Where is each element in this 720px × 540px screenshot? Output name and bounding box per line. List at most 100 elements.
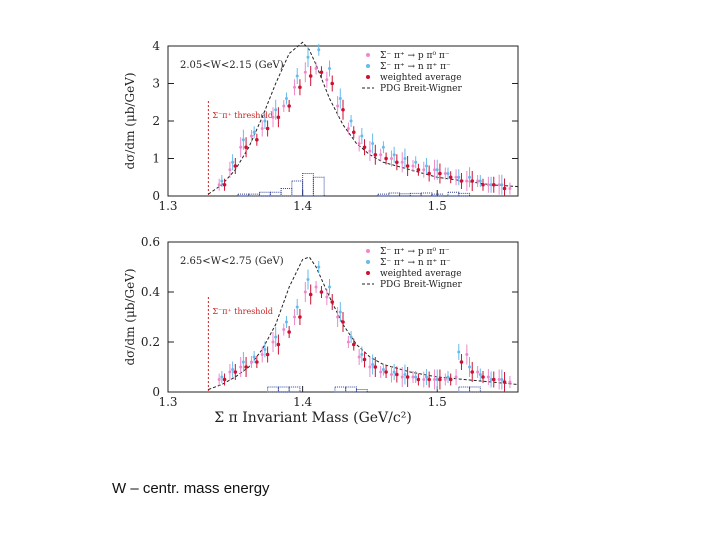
c0-series-npi-point (457, 175, 461, 179)
c0-series-ppi-point (486, 183, 490, 187)
c1-series-ppi-point (260, 353, 264, 356)
c1-series-npi-point (381, 368, 385, 371)
c0-series-avg-point (416, 167, 421, 172)
c1-series-npi-point (317, 265, 321, 269)
c1-hist-bar (458, 386, 471, 393)
c1-x-tick-label: 1.4 (293, 395, 312, 409)
c1-series-avg-point (233, 370, 238, 374)
c0-series-avg-point (341, 107, 345, 112)
c1-threshold-label: Σ⁻π⁺ threshold (212, 307, 273, 316)
c1-series-avg-point (448, 377, 453, 382)
c1-series-avg-point (481, 375, 485, 379)
c0-hist-bar (409, 192, 422, 197)
c1-series-npi-point (284, 320, 288, 324)
c1-series-avg-point (319, 290, 324, 294)
c1-series-npi-point (457, 350, 461, 354)
c1-series-npi-point (414, 375, 418, 379)
c0-hist-bar (291, 180, 304, 197)
c0-y-tick-label: 1 (152, 152, 160, 166)
c1-series-ppi-point (314, 285, 318, 289)
c0-series-ppi-point (239, 145, 243, 149)
c0-series-avg-point (427, 171, 431, 176)
c0-series-ppi-point (336, 104, 340, 108)
c1-series-avg-point (384, 370, 388, 374)
c1-series-npi-point (435, 378, 439, 381)
c0-series-ppi-point (293, 85, 297, 89)
c0-series-ppi-point (465, 179, 469, 183)
c0-title: 2.05<W<2.15 (GeV) (180, 60, 284, 71)
c1-series-avg-point (427, 377, 431, 382)
c0-series-ppi-point (389, 157, 393, 160)
c0-series-npi-point (231, 160, 235, 164)
c1-hist-bar (334, 386, 347, 393)
c1-series-npi-point (349, 335, 353, 339)
c0-hist-bar (280, 188, 293, 197)
chart-top-svg: 0 1 2 3 4 1.3 1.4 1.5 dσ/dm (μb/GeV) 2.05<W<2.15 … (123, 39, 519, 213)
c1-series-avg-point (276, 342, 281, 347)
c0-series-avg-point (255, 137, 259, 142)
chart-bottom: 0 0.2 0.4 0.6 1.3 1.4 1.5 dσ/dm (μb/GeV) Σ π Inv… (108, 230, 528, 430)
c0-series-ppi-point (346, 127, 350, 130)
c0-series-ppi-point (422, 168, 426, 172)
c1-legend-entry: PDG Breit-Wigner (380, 280, 462, 290)
c1-series-avg-point (341, 320, 345, 324)
c1-series-npi-point (252, 355, 256, 359)
c0-series-npi-point (403, 157, 407, 160)
c1-series-npi-point (328, 285, 332, 289)
c1-legend-marker (366, 271, 370, 275)
c0-series-npi-point (424, 164, 428, 168)
c1-series-avg-point (244, 365, 248, 369)
c0-hist-bar (312, 176, 325, 197)
c0-series-npi-point (371, 142, 375, 145)
c0-y-tick-label: 4 (152, 39, 160, 53)
c1-series-ppi-point (357, 355, 361, 359)
c1-series-avg-point (491, 377, 496, 382)
c0-series-ppi-point (314, 67, 318, 70)
c1-series-ppi-point (368, 365, 372, 369)
c1-series-ppi-point (433, 378, 437, 381)
c0-series-ppi-point (454, 175, 458, 179)
c1-hist-bar (469, 386, 481, 393)
c1-series-avg-point (438, 377, 442, 382)
c1-series-npi-point (241, 360, 245, 364)
c1-y-tick-label: 0.2 (141, 335, 160, 349)
c1-series-ppi-point (454, 375, 458, 379)
c0-series-npi-point (241, 138, 245, 142)
c0-x-tick-label: 1.5 (428, 199, 447, 213)
c1-series-ppi-point (293, 315, 297, 319)
c0-y-tick-label: 2 (152, 114, 160, 128)
c1-series-npi-point (220, 375, 224, 379)
c0-series-npi-point (349, 119, 353, 123)
c1-series-npi-point (392, 370, 396, 374)
c0-series-ppi-point (249, 134, 253, 138)
c1-y-tick-label: 0.6 (141, 235, 160, 249)
c1-series-ppi-point (336, 315, 340, 319)
c1-series-ppi-point (443, 378, 447, 381)
c0-series-avg-point (481, 182, 485, 187)
c0-y-tick-label: 0 (152, 189, 160, 203)
c1-series-npi-point (231, 368, 235, 371)
c0-series-ppi-point (282, 104, 286, 108)
c1-series-ppi-point (508, 380, 512, 384)
c0-series-ppi-point (217, 183, 221, 187)
c1-y-tick-label: 0.4 (141, 285, 160, 299)
c1-x-tick-label: 1.3 (158, 395, 177, 409)
c1-series-npi-point (360, 353, 364, 356)
c0-series-avg-point (438, 171, 442, 176)
c0-series-npi-point (392, 153, 396, 157)
c1-series-avg-point (502, 380, 507, 384)
c1-series-avg-point (459, 360, 464, 364)
c0-series-avg-point (330, 81, 335, 86)
c0-series-avg-point (405, 164, 410, 168)
c0-fit-curve (208, 41, 519, 195)
c0-series-npi-point (328, 67, 332, 70)
c0-series-ppi-point (433, 168, 437, 172)
c1-series-npi-point (338, 310, 342, 314)
c0-series-avg-point (244, 145, 248, 150)
c0-series-avg-point (265, 126, 270, 131)
c1-hist-bar (345, 386, 357, 393)
c1-legend-entry: Σ⁻ π⁺ → p π⁰ π⁻ (380, 247, 450, 257)
c0-series-avg-point (308, 74, 313, 78)
c1-legend-marker (366, 249, 370, 253)
c0-series-npi-point (295, 74, 299, 78)
